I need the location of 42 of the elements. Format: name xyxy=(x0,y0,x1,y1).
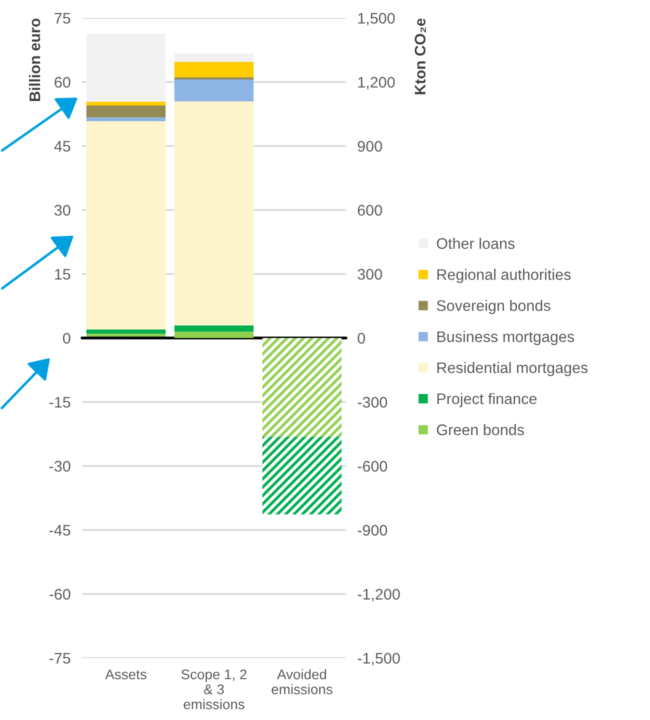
y2-tick-label: -1,500 xyxy=(358,652,400,666)
y-tick-label: 60 xyxy=(54,76,70,88)
y2-tick-label: 300 xyxy=(358,268,382,280)
legend-label: Regional authorities xyxy=(437,268,571,284)
y2-tick-label: -900 xyxy=(358,524,388,536)
x-tick-label: Scope 1, 2 & 3 emissions xyxy=(181,669,247,710)
bar xyxy=(174,62,254,78)
x-tick-label: Avoided emissions xyxy=(272,669,332,694)
bar xyxy=(174,53,254,62)
x-tick-label: Assets xyxy=(105,670,146,680)
legend-label: Project finance xyxy=(437,392,537,408)
y2-tick-label: -300 xyxy=(358,396,388,408)
y2-tick-label: 0 xyxy=(358,332,366,344)
y2-tick-label: 600 xyxy=(358,204,382,216)
y-tick-label: 75 xyxy=(54,13,70,24)
y2-tick-label: 1,500 xyxy=(358,12,395,26)
y-axis-title: Billion euro xyxy=(29,18,40,101)
y-tick-label: -15 xyxy=(49,397,70,408)
y2-tick-label: -1,200 xyxy=(358,588,400,602)
y2-tick-label: 900 xyxy=(358,140,382,152)
legend-label: Business mortgages xyxy=(437,330,574,346)
y2-tick-label: 1,200 xyxy=(358,76,395,90)
y-tick-label: -60 xyxy=(49,588,70,600)
y2-axis-title: Kton CO₂e xyxy=(414,18,426,94)
y-tick-label: -45 xyxy=(49,525,70,536)
bar xyxy=(174,101,254,326)
y-tick-label: 0 xyxy=(62,332,70,344)
bar xyxy=(262,338,342,437)
y-tick-label: 15 xyxy=(55,269,70,280)
bar xyxy=(174,325,254,332)
legend-label: Residential mortgages xyxy=(437,362,588,376)
bar xyxy=(262,436,342,514)
y-tick-label: 30 xyxy=(54,204,70,216)
bar xyxy=(174,332,254,338)
legend-label: Other loans xyxy=(436,238,515,249)
legend-label: Sovereign bonds xyxy=(436,300,550,314)
y-tick-label: 45 xyxy=(54,141,70,152)
legend-label: Green bonds xyxy=(436,424,524,436)
y-tick-label: -75 xyxy=(49,653,70,664)
y2-tick-label: -600 xyxy=(358,460,388,472)
bar xyxy=(174,79,254,102)
y-tick-label: -30 xyxy=(49,460,70,472)
